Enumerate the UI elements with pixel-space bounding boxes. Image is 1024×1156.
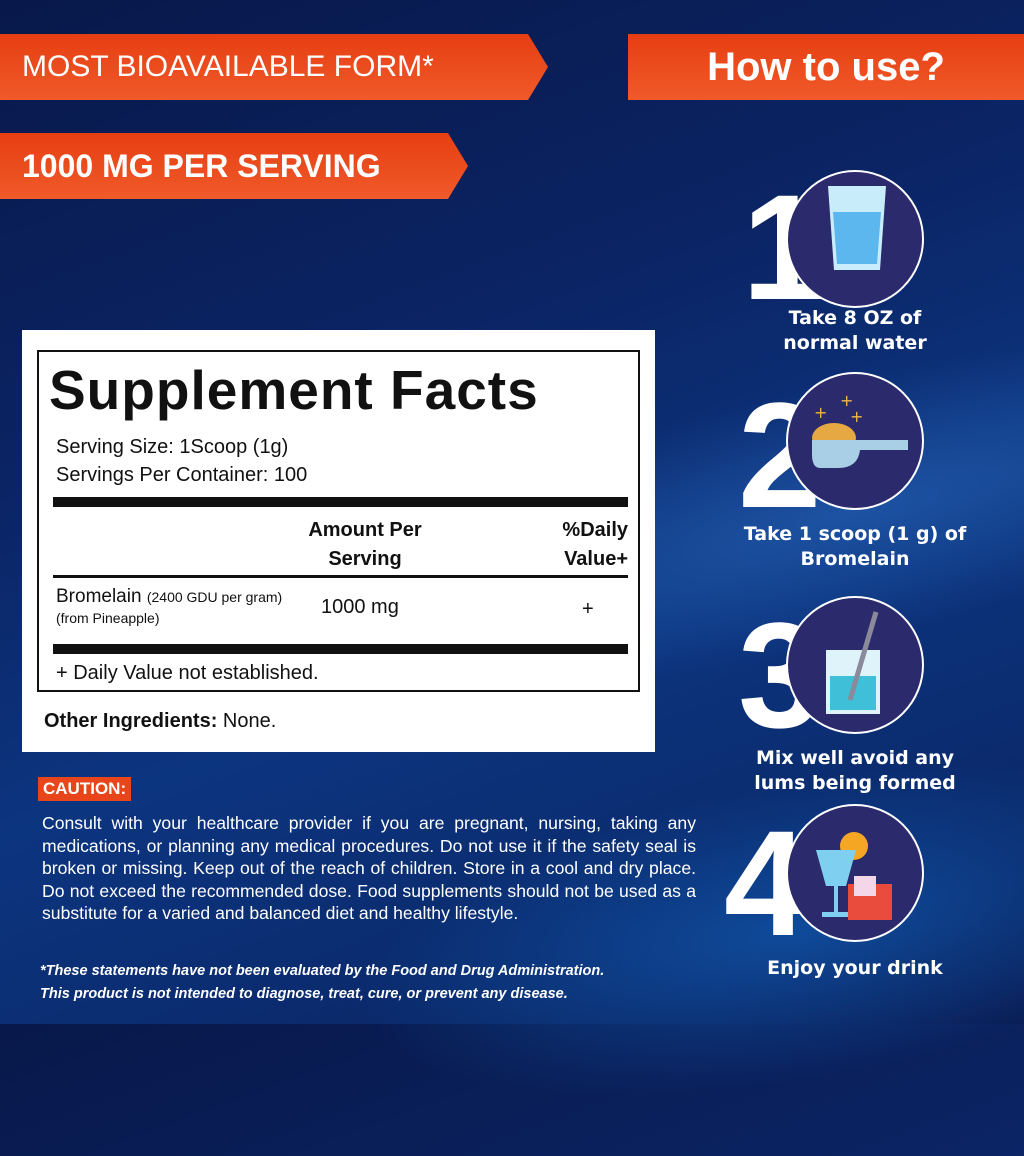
ingredient-dv: + — [582, 598, 594, 620]
mixing-beaker-icon — [826, 611, 880, 714]
svg-text:+: + — [850, 407, 863, 426]
caution-label: CAUTION: — [38, 777, 132, 801]
bioavailable-banner: MOST BIOAVAILABLE FORM* — [0, 34, 548, 100]
daily-value-header: %Daily Value+ — [562, 519, 628, 570]
supplement-facts-box: Supplement Facts Serving Size: 1Scoop (1… — [37, 350, 640, 692]
ingredient-source: (from Pineapple) — [56, 610, 160, 626]
fda-disclaimer: *These statements have not been evaluate… — [40, 963, 605, 1002]
ingredient-name: Bromelain (2400 GDU per gram) — [56, 586, 283, 607]
svg-text:+: + — [814, 403, 827, 422]
servings-per-container: Servings Per Container: 100 — [56, 464, 308, 486]
step-3-circle — [786, 596, 924, 734]
scoop-powder-icon: ++ + — [812, 391, 908, 468]
facts-title: Supplement Facts — [49, 359, 539, 421]
caution-text: Consult with your healthcare provider if… — [42, 813, 696, 924]
serving-banner: 1000 MG PER SERVING — [0, 133, 468, 199]
ingredient-amount: 1000 mg — [321, 596, 399, 618]
divider — [53, 575, 628, 578]
supplement-facts-panel: Supplement Facts Serving Size: 1Scoop (1… — [22, 330, 655, 752]
divider-thick — [53, 644, 628, 654]
serving-size: Serving Size: 1Scoop (1g) — [56, 436, 289, 458]
step-3-text: Mix well avoid any lums being formed — [754, 747, 956, 794]
how-to-use-heading: How to use? — [628, 34, 1024, 100]
water-glass-icon — [828, 186, 886, 270]
step-4-circle — [786, 804, 924, 942]
step-4-text: Enjoy your drink — [767, 957, 943, 979]
step-2-text: Take 1 scoop (1 g) of Bromelain — [743, 523, 967, 570]
svg-text:+: + — [840, 391, 853, 410]
step-1-circle — [786, 170, 924, 308]
amount-header: Amount Per Serving — [308, 519, 422, 570]
divider-thick — [53, 497, 628, 507]
other-ingredients: Other Ingredients: None. — [44, 710, 277, 732]
facts-footnote: + Daily Value not established. — [56, 662, 319, 684]
step-2-circle: + + + — [786, 372, 924, 510]
step-1-text: Take 8 OZ of normal water — [783, 307, 927, 354]
drinks-icon — [816, 832, 892, 920]
